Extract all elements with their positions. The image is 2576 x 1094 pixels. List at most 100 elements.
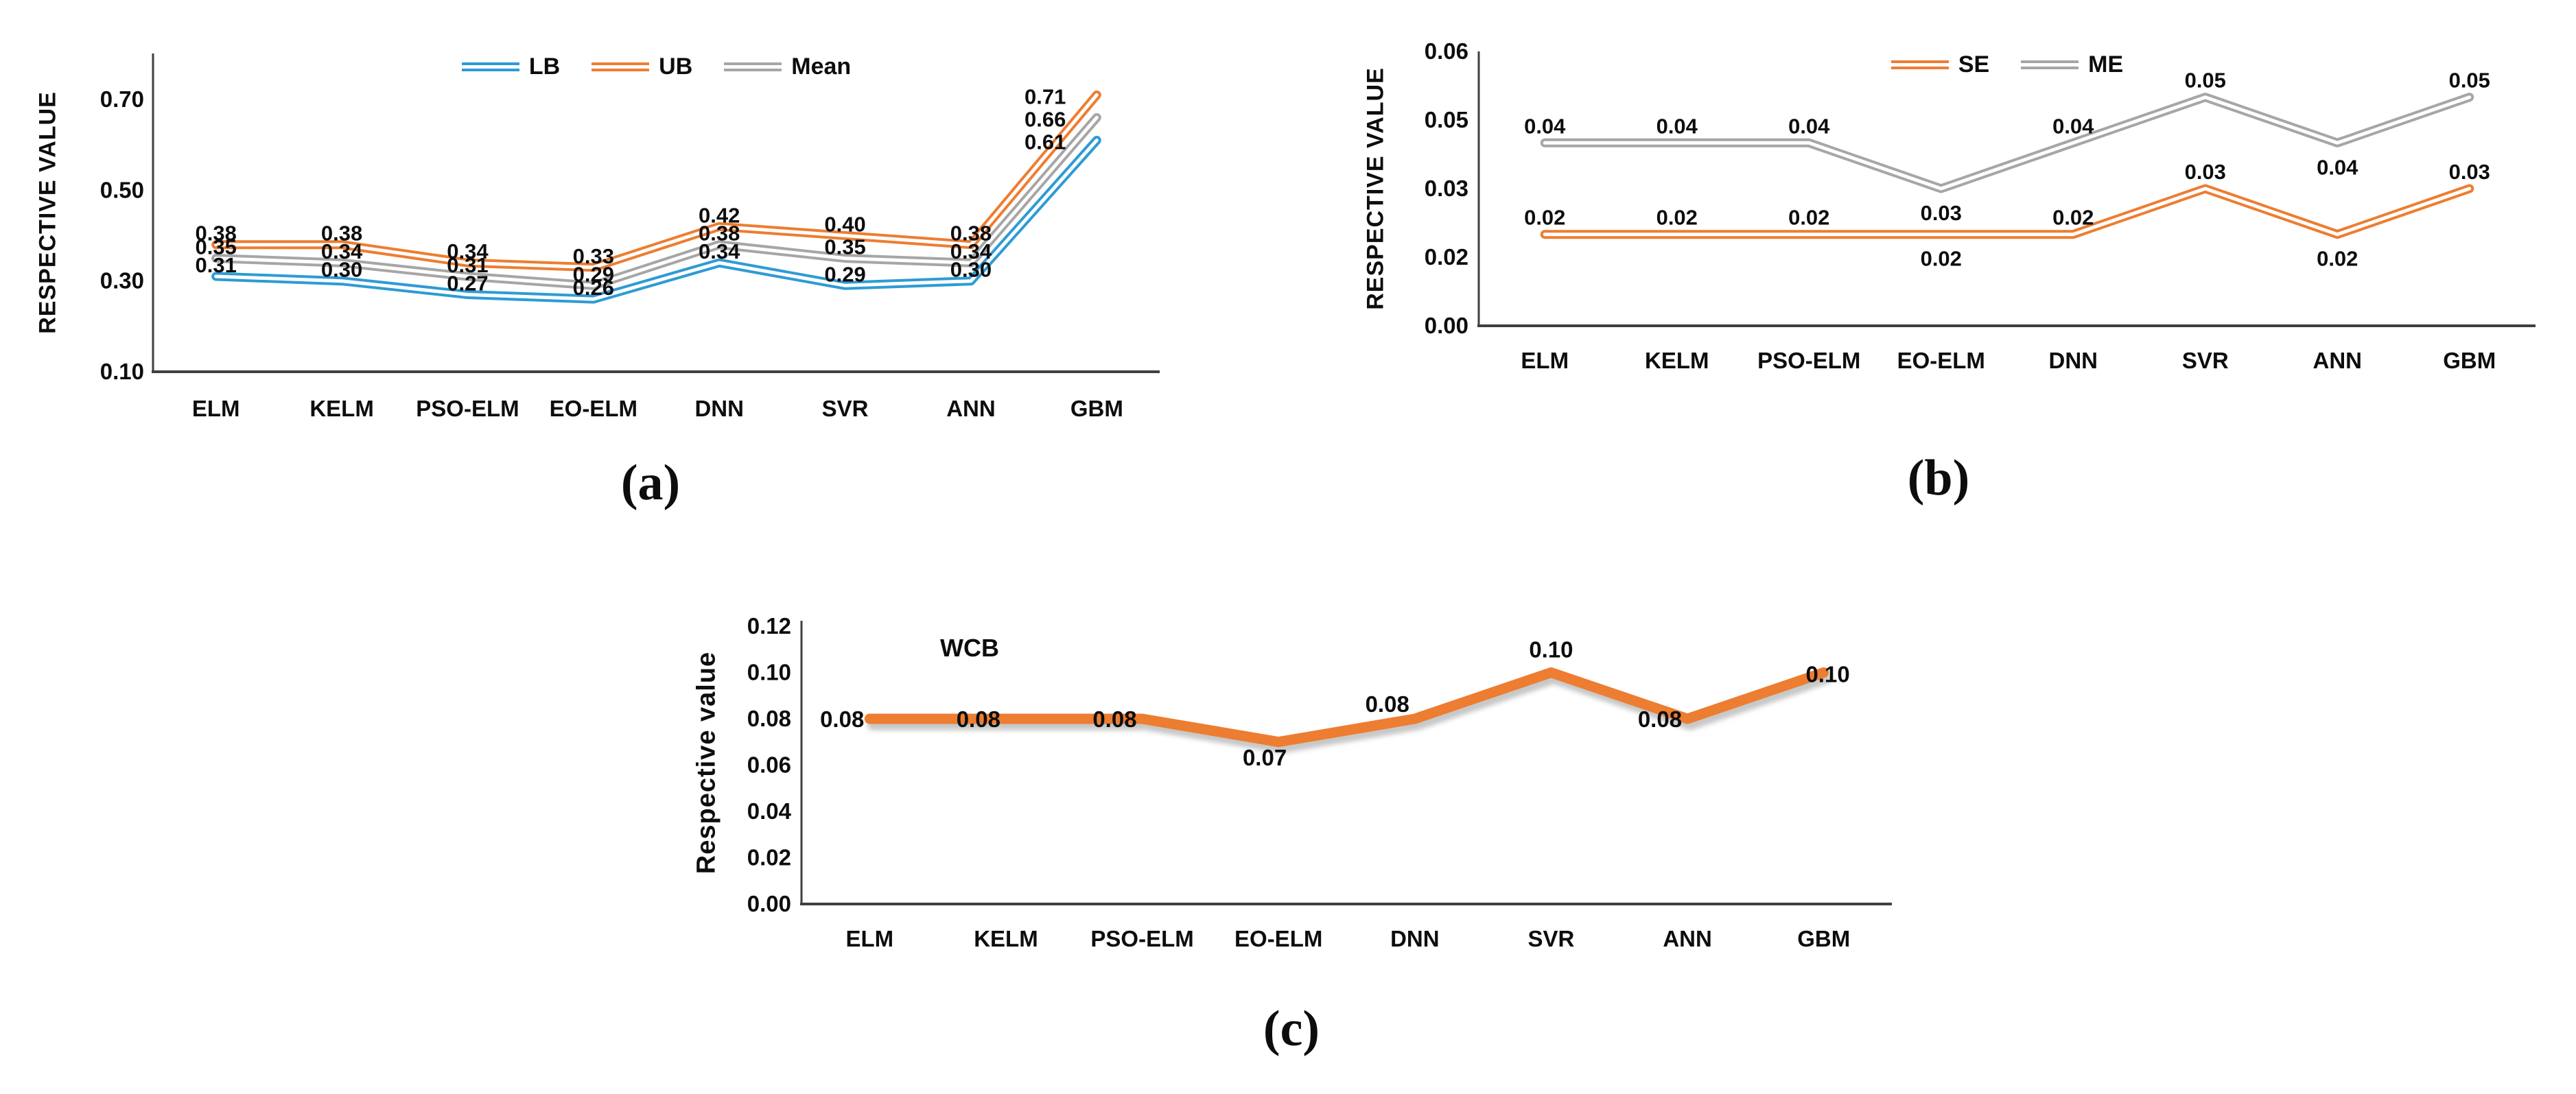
x-category-label: DNN [694,396,744,421]
series-line-gap-LB [214,139,1099,301]
x-category-label: PSO-ELM [1090,926,1193,951]
legend-swatch-SE [1890,60,1949,69]
data-label-WCB: 0.10 [1805,662,1849,687]
x-category-label: PSO-ELM [1757,348,1860,373]
data-label-WCB: 0.08 [1092,706,1136,732]
series-line-gap-SE [1543,187,2472,237]
data-label-SE: 0.02 [1656,206,1698,230]
data-label-WCB: 0.07 [1243,745,1287,770]
data-label-UB: 0.38 [196,222,237,246]
x-category-label: KELM [1645,348,1709,373]
caption-a: (a) [620,455,681,511]
chart-b: RESPECTIVE VALUE SE ME 0.06 0.05 0.03 0.02 0.… [1338,14,2566,447]
legend-swatch-Mean [724,62,782,71]
x-category-label: SVR [2182,348,2229,373]
data-label-ME: 0.03 [1921,201,1962,225]
data-label-UB: 0.38 [950,222,992,246]
legend-swatch-UB [592,62,650,71]
chart-c-plot: 0.12 0.10 0.08 0.06 0.04 0.02 0.00 ELM KELM PSO-E… [747,613,1892,951]
data-label-Mean: 0.31 [447,253,488,277]
y-tick-label: 0.04 [747,798,792,824]
data-label-UB: 0.34 [447,239,489,263]
data-label-ME: 0.04 [1788,114,1830,138]
series-line-WCB [864,667,1829,748]
data-label-WCB: 0.08 [957,706,1000,732]
data-label-UB: 0.71 [1024,84,1066,108]
y-tick-label: 0.10 [100,359,144,384]
data-label-UB: 0.40 [824,212,865,236]
data-label-ME: 0.05 [2185,69,2226,93]
legend-item-ME: ME [2021,51,2123,78]
chart-b-legend: SE ME [1479,51,2536,78]
data-label-SE: 0.02 [1524,206,1565,230]
data-label-LB: 0.27 [447,272,488,296]
x-category-label: ANN [2313,348,2363,373]
caption-b: (b) [1907,450,1970,506]
data-label-LB: 0.61 [1024,130,1066,154]
data-label-WCB: 0.08 [1366,691,1409,717]
data-label-WCB: 0.10 [1529,637,1573,663]
data-label-ME: 0.04 [2317,155,2358,179]
legend-item-UB: UB [592,53,692,80]
chart-c: Respective value WCB 0.12 0.10 0.08 0.06 0.0… [679,604,1935,995]
data-label-WCB: 0.08 [1638,706,1682,732]
data-label-LB: 0.30 [321,258,362,282]
data-label-SE: 0.02 [2317,247,2358,271]
legend-item-SE: SE [1890,51,1990,78]
data-label-LB: 0.31 [196,253,237,277]
data-label-Mean: 0.34 [321,239,363,263]
x-category-label: EO-ELM [1234,926,1322,951]
y-tick-label: 0.06 [747,752,791,778]
data-label-SE: 0.02 [1788,206,1829,230]
x-category-label: GBM [2443,348,2496,373]
legend-item-LB: LB [461,53,561,80]
caption-c: (c) [1263,1001,1320,1057]
y-tick-label: 0.02 [747,845,791,870]
legend-label-ME: ME [2088,51,2124,78]
data-label-Mean: 0.66 [1024,107,1066,131]
series-line-gap-UB [214,93,1099,270]
data-label-ME: 0.04 [1656,114,1698,138]
legend-label-Mean: Mean [791,53,852,80]
data-label-SE: 0.03 [2185,160,2226,184]
x-category-label: GBM [1070,396,1123,421]
x-category-label: SVR [822,396,869,421]
legend-label-LB: LB [528,53,561,80]
x-category-label: ANN [1663,926,1712,951]
y-tick-label: 0.10 [747,660,791,685]
x-category-label: GBM [1797,926,1850,951]
data-label-SE: 0.03 [2449,160,2490,184]
data-label-Mean: 0.29 [573,262,614,286]
data-label-ME: 0.04 [2052,114,2094,138]
data-label-UB: 0.38 [321,222,362,246]
data-label-UB: 0.42 [699,203,740,227]
data-label-SE: 0.02 [2052,206,2094,230]
y-tick-label: 0.08 [747,706,791,731]
data-label-Mean: 0.35 [196,235,237,259]
x-category-label: KELM [309,396,374,421]
y-tick-label: 0.06 [1425,38,1468,64]
data-label-UB: 0.33 [573,244,614,268]
data-label-WCB: 0.08 [820,706,864,732]
y-tick-label: 0.05 [1425,107,1468,132]
y-tick-label: 0.00 [747,891,791,916]
data-label-LB: 0.30 [950,258,992,282]
chart-a: RESPECTIVE VALUE LB UB Mean 0.70 0.50 0.30 0.… [27,21,1311,454]
legend-label-SE: SE [1958,51,1990,78]
x-category-label: EO-ELM [1897,348,1985,373]
legend-swatch-LB [461,62,519,71]
x-category-label: ELM [1521,348,1569,373]
data-label-Mean: 0.35 [824,235,865,259]
chart-a-plot: 0.70 0.50 0.30 0.10 ELM KELM PSO-ELM EO-ELM DNN S… [100,53,1160,421]
x-category-label: ELM [845,926,893,951]
data-label-SE: 0.02 [1921,247,1962,271]
data-label-Mean: 0.38 [699,222,740,246]
x-category-label: ELM [192,396,240,421]
series-line-gap-Mean [214,115,1099,287]
x-category-label: EO-ELM [550,396,637,421]
data-label-ME: 0.04 [1524,114,1566,138]
x-category-label: DNN [2049,348,2098,373]
y-tick-label: 0.02 [1425,244,1468,270]
data-label-LB: 0.29 [824,262,865,286]
